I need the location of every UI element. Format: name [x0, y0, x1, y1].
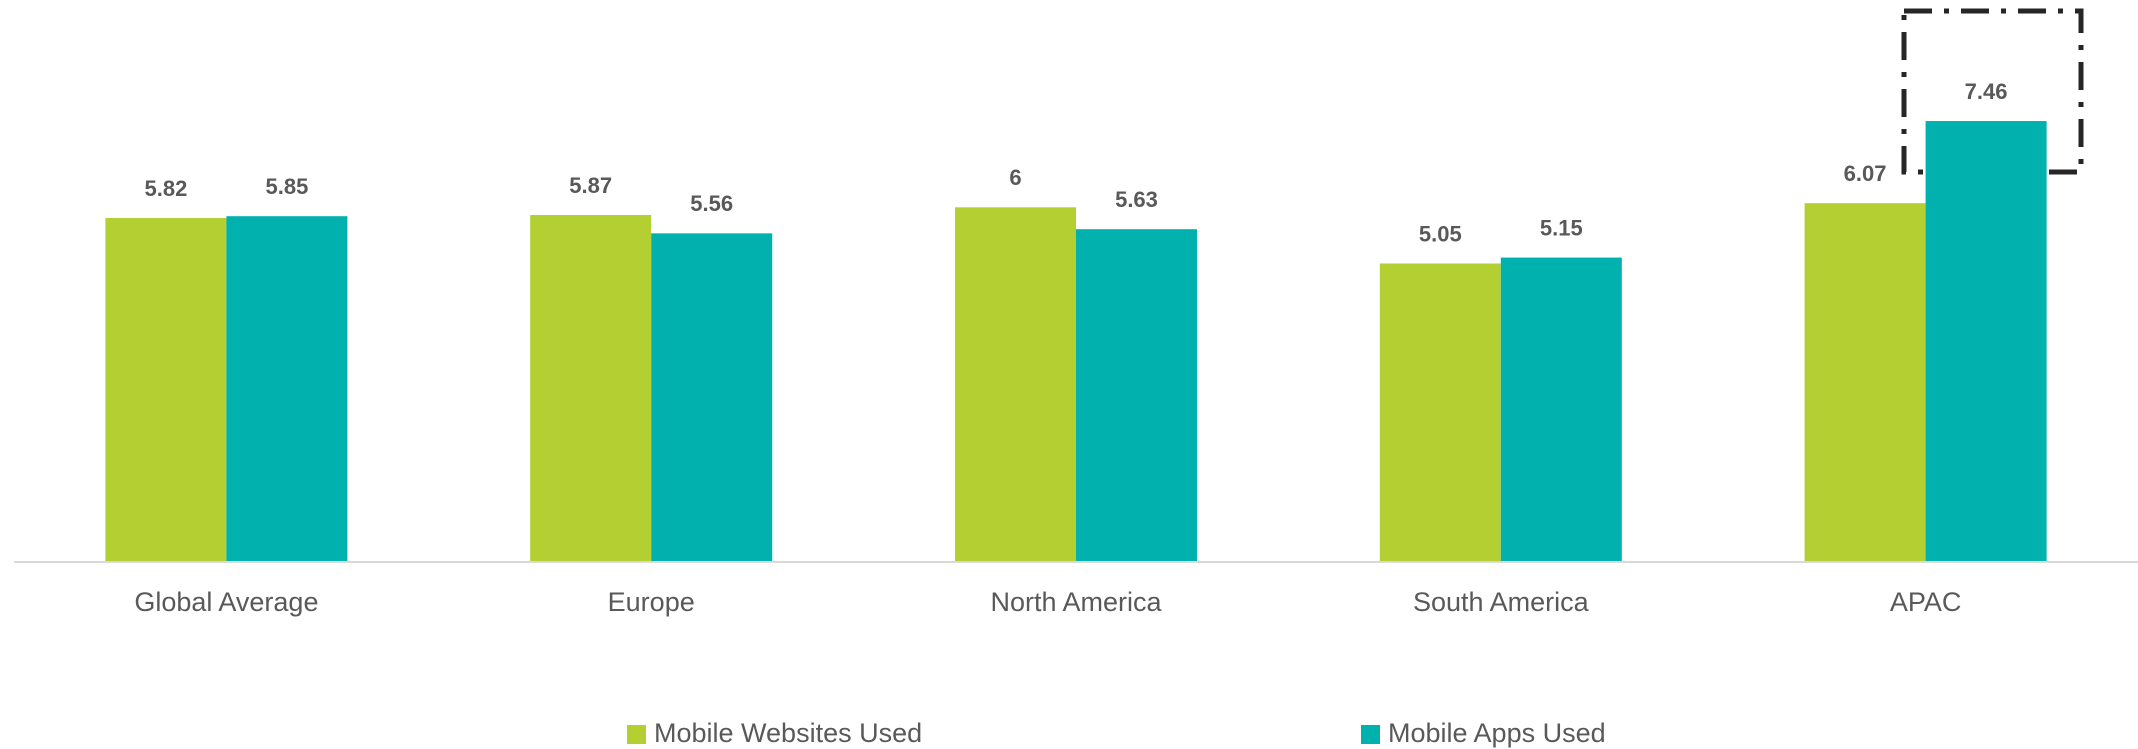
value-label: 5.85: [265, 174, 308, 199]
legend-swatch: [627, 725, 646, 744]
x-tick-label: APAC: [1890, 587, 1962, 617]
value-label: 5.56: [690, 191, 733, 216]
value-label: 5.63: [1115, 187, 1158, 212]
bar: [1925, 121, 2047, 562]
x-tick-label: Europe: [608, 587, 695, 617]
legend-label: Mobile Websites Used: [654, 718, 922, 748]
bar: [105, 217, 227, 562]
bar: [1076, 229, 1197, 562]
value-label: 5.87: [569, 173, 612, 198]
legend-swatch: [1361, 725, 1380, 744]
value-label: 5.15: [1540, 215, 1583, 240]
bar: [651, 233, 773, 562]
legend-label: Mobile Apps Used: [1388, 718, 1606, 748]
bar: [530, 215, 652, 563]
bar: [1500, 257, 1622, 562]
x-tick-label: North America: [990, 587, 1162, 617]
bar: [1804, 203, 1926, 562]
value-label: 5.05: [1419, 221, 1462, 246]
bar: [955, 207, 1076, 563]
value-label: 6.07: [1844, 161, 1887, 186]
value-label: 7.46: [1965, 79, 2008, 104]
bar: [1379, 263, 1501, 562]
x-tick-label: South America: [1413, 587, 1590, 617]
value-label: 5.82: [144, 176, 187, 201]
bar: [226, 216, 348, 562]
value-label: 6: [1009, 165, 1021, 190]
x-tick-label: Global Average: [134, 587, 318, 617]
